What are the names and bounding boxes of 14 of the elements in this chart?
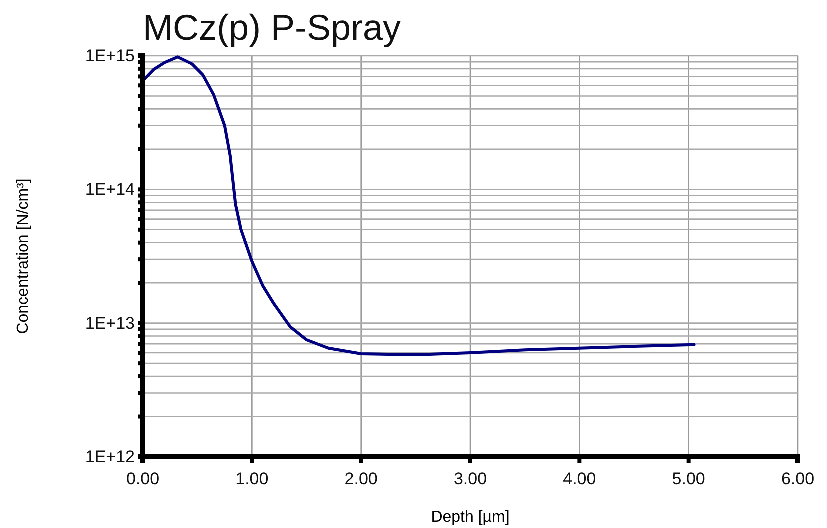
x-axis-title: Depth [µm]	[431, 509, 510, 526]
x-tick-label: 4.00	[563, 470, 596, 489]
y-tick-label: 1E+12	[85, 447, 135, 466]
x-tick-label: 3.00	[454, 470, 488, 489]
y-tick-label: 1E+13	[85, 314, 135, 333]
y-axis-title: Concentration [N/cm³]	[15, 178, 32, 334]
x-tick-label: 6.00	[781, 470, 815, 489]
y-tick-label: 1E+14	[85, 180, 135, 200]
x-tick-label: 5.00	[672, 470, 706, 489]
x-tick-label: 0.00	[126, 470, 160, 489]
chart-title: MCz(p) P-Spray	[143, 7, 402, 48]
x-tick-label: 2.00	[344, 470, 378, 489]
x-tick-label: 1.00	[236, 470, 269, 489]
y-tick-label: 1E+15	[85, 46, 135, 66]
